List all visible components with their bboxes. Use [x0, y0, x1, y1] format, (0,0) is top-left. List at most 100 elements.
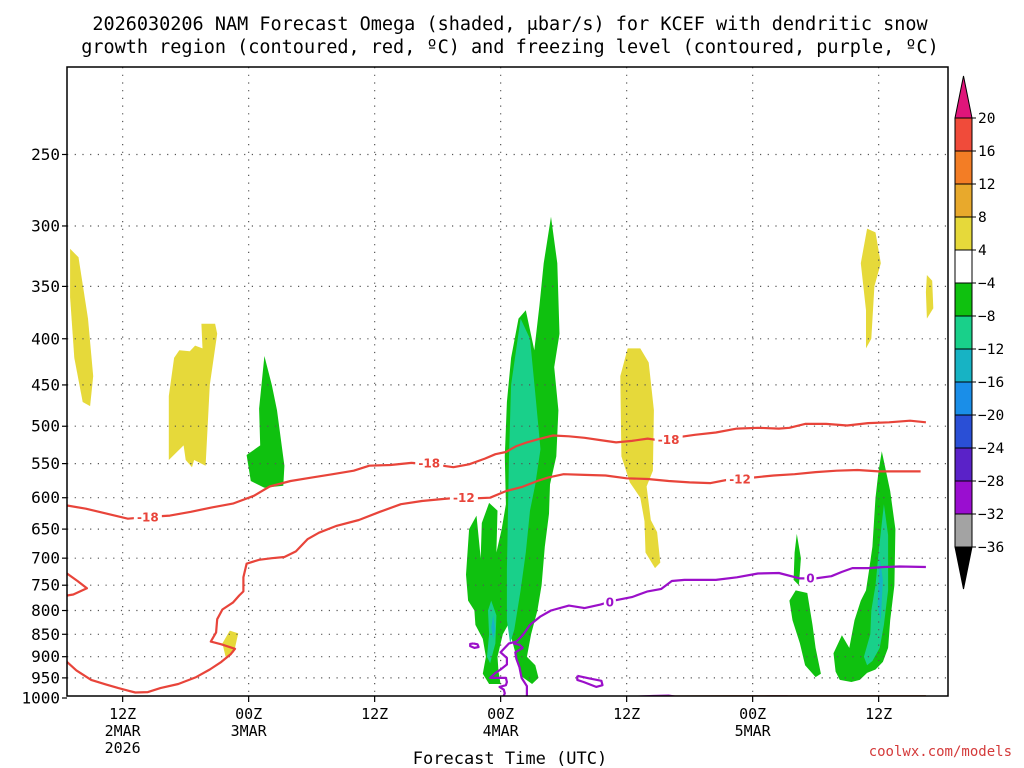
omega-region-6 — [925, 275, 934, 319]
contour-label: -12 — [729, 472, 751, 486]
contour-label: -12 — [453, 491, 475, 505]
y-tick-label: 400 — [31, 329, 60, 348]
y-tick-label: 600 — [31, 488, 60, 507]
x-tick-label: 3MAR — [231, 722, 268, 740]
x-tick-label: 4MAR — [483, 722, 520, 740]
y-tick-label: 350 — [31, 277, 60, 296]
y-tick-label: 500 — [31, 417, 60, 436]
contour-label: 0 — [806, 571, 814, 585]
colorbar-swatch — [954, 414, 973, 449]
contour-label-bg — [415, 455, 444, 470]
isotherm-contour-layer — [67, 419, 927, 694]
colorbar-label: −20 — [978, 408, 1004, 424]
y-tick-label: 1000 — [21, 689, 60, 708]
colorbar-label: −16 — [978, 375, 1004, 391]
y-tick-label: 800 — [31, 601, 60, 620]
x-tick-label: 12Z — [865, 705, 892, 723]
x-tick-label: 00Z — [487, 705, 514, 723]
y-tick-label: 550 — [31, 454, 60, 473]
y-tick-label: 850 — [31, 625, 60, 644]
y-tick-label: 700 — [31, 549, 60, 568]
colorbar-swatch — [954, 216, 973, 251]
colorbar-label: 20 — [978, 111, 995, 127]
plot-area: -18 -18 -18 -12 -12 0 0 — [67, 67, 948, 696]
omega-region-15 — [491, 615, 496, 639]
colorbar-label: 8 — [978, 210, 987, 226]
colorbar-swatch — [954, 315, 973, 350]
y-axis: 250 300 350 400 450 500 550 600 650 700 750 800 850 9… — [21, 145, 67, 708]
chart-title-line-1: 2026030206 NAM Forecast Omega (shaded, μ… — [92, 14, 928, 35]
contour-label: -18 — [137, 510, 159, 524]
omega-region-3 — [246, 356, 285, 488]
colorbar-swatch — [954, 447, 973, 482]
x-tick-label: 12Z — [613, 705, 640, 723]
x-tick-label: 2MAR — [105, 722, 142, 740]
x-axis-title: Forecast Time (UTC) — [413, 749, 607, 768]
isotherm-minus12-line-1 — [67, 468, 921, 694]
freezing-level-line-2 — [513, 642, 529, 696]
freezing-level-contour-layer — [469, 565, 926, 696]
omega-region-1 — [168, 323, 218, 468]
colorbar-swatch — [954, 117, 973, 152]
y-tick-label: 300 — [31, 216, 60, 235]
y-tick-label: 450 — [31, 375, 60, 394]
contour-label: -18 — [418, 456, 440, 470]
colorbar: 20 16 12 8 4 −4 −8 −12 −16 −20 −24 −28 −32 −36 — [954, 75, 1004, 590]
colorbar-label: −32 — [978, 507, 1004, 523]
omega-region-9 — [789, 590, 821, 678]
contour-label-layer: -18 -18 -18 -12 -12 0 0 — [133, 432, 817, 610]
colorbar-label: −12 — [978, 342, 1004, 358]
x-tick-label: 5MAR — [735, 722, 772, 740]
x-tick-label: 12Z — [109, 705, 136, 723]
colorbar-swatch — [954, 282, 973, 317]
omega-region-4 — [620, 348, 661, 569]
colorbar-swatch — [954, 348, 973, 383]
colorbar-swatch — [954, 150, 973, 185]
omega-shading-layer — [70, 216, 934, 684]
colorbar-swatch — [954, 249, 973, 284]
colorbar-label: −28 — [978, 474, 1004, 490]
contour-label-bg — [726, 471, 755, 486]
y-tick-label: 650 — [31, 520, 60, 539]
y-tick-label: 750 — [31, 576, 60, 595]
contour-label-bg — [654, 432, 683, 447]
colorbar-label: −4 — [978, 276, 996, 292]
omega-region-12 — [487, 600, 497, 664]
colorbar-swatch — [954, 183, 973, 218]
x-tick-label: 12Z — [361, 705, 388, 723]
chart-title-line-2: growth region (contoured, red, ºC) and f… — [81, 37, 939, 58]
colorbar-label: 12 — [978, 177, 995, 193]
contour-label-bg — [603, 595, 616, 610]
credit-text[interactable]: coolwx.com/models — [869, 744, 1012, 760]
colorbar-top-arrow — [954, 75, 973, 119]
contour-label-bg — [804, 570, 817, 585]
omega-region-11 — [506, 318, 541, 644]
x-tick-label: 2026 — [105, 739, 141, 757]
colorbar-label: 4 — [978, 243, 987, 259]
omega-region-5 — [860, 228, 881, 349]
colorbar-swatch — [954, 381, 973, 416]
y-tick-label: 950 — [31, 668, 60, 687]
contour-label-bg — [449, 490, 478, 505]
colorbar-swatch — [954, 513, 973, 548]
contour-label-bg — [133, 509, 162, 524]
contour-label: 0 — [606, 596, 614, 610]
freezing-level-line-1 — [489, 565, 926, 696]
omega-region-14 — [877, 558, 883, 621]
colorbar-label: −8 — [978, 309, 995, 325]
x-tick-label: 00Z — [235, 705, 262, 723]
colorbar-label: −24 — [978, 441, 1004, 457]
omega-region-0 — [70, 248, 94, 407]
plot-frame — [66, 66, 949, 697]
colorbar-label: 16 — [978, 144, 995, 160]
x-tick-label: 00Z — [739, 705, 766, 723]
colorbar-label: −36 — [978, 540, 1004, 556]
freezing-level-line-0 — [469, 642, 480, 650]
contour-label: -18 — [658, 433, 680, 447]
omega-region-8 — [793, 533, 801, 586]
isotherm-minus18-line-0 — [67, 419, 927, 520]
y-tick-label: 900 — [31, 647, 60, 666]
freezing-level-line-3 — [576, 674, 604, 689]
